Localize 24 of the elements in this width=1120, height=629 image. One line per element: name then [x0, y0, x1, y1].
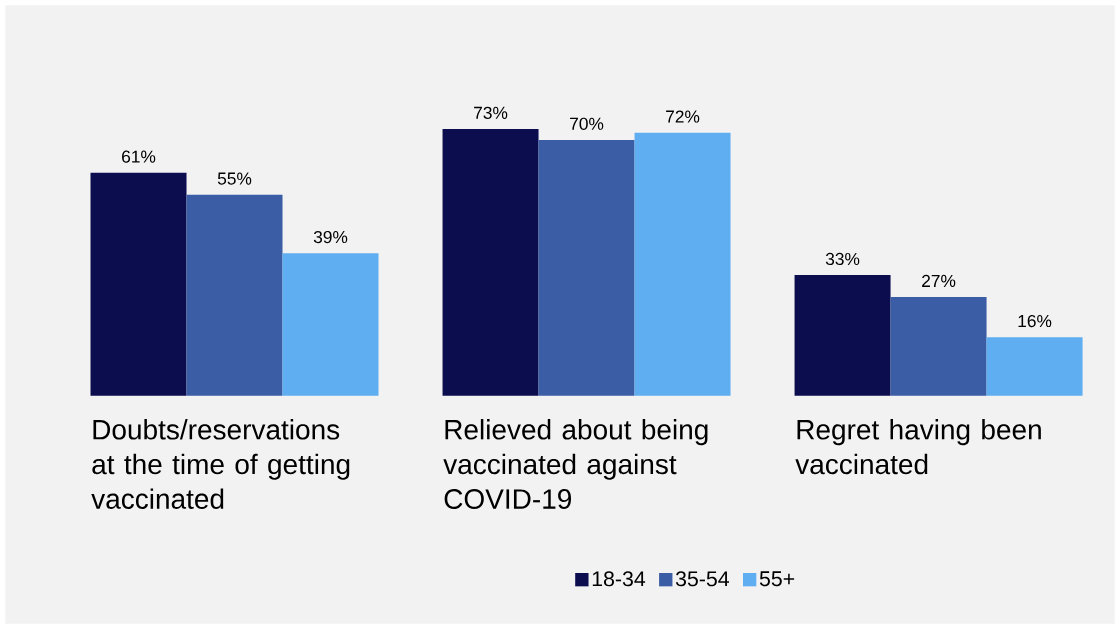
bar: [442, 129, 539, 396]
data-label: 16%: [1018, 314, 1052, 328]
data-label: 61%: [122, 150, 156, 163]
data-label: 72%: [666, 110, 700, 123]
bar: [890, 297, 987, 396]
data-label: 27%: [922, 274, 956, 287]
bar: [282, 253, 379, 396]
legend-label: 55+: [759, 571, 795, 587]
data-label: 33%: [825, 252, 860, 266]
bar: [90, 172, 187, 396]
bar: [538, 139, 635, 396]
data-label: 70%: [570, 117, 604, 130]
x-tick-label: Regret having been vaccinated: [795, 419, 1041, 475]
legend-label: 35-54: [675, 571, 730, 587]
data-label: 55%: [217, 172, 252, 185]
bar: [986, 337, 1083, 396]
x-tick-label: Doubts/reservations at the time of getting vaccinated: [91, 419, 350, 509]
data-label: 39%: [313, 230, 348, 244]
x-tick-label: Relieved about being vaccinated against COVID-19: [443, 419, 708, 509]
bar: [794, 275, 891, 396]
bar: [634, 132, 731, 396]
bar: [186, 194, 283, 396]
legend-label: 18-34: [592, 571, 646, 587]
data-label: 73%: [474, 106, 508, 119]
